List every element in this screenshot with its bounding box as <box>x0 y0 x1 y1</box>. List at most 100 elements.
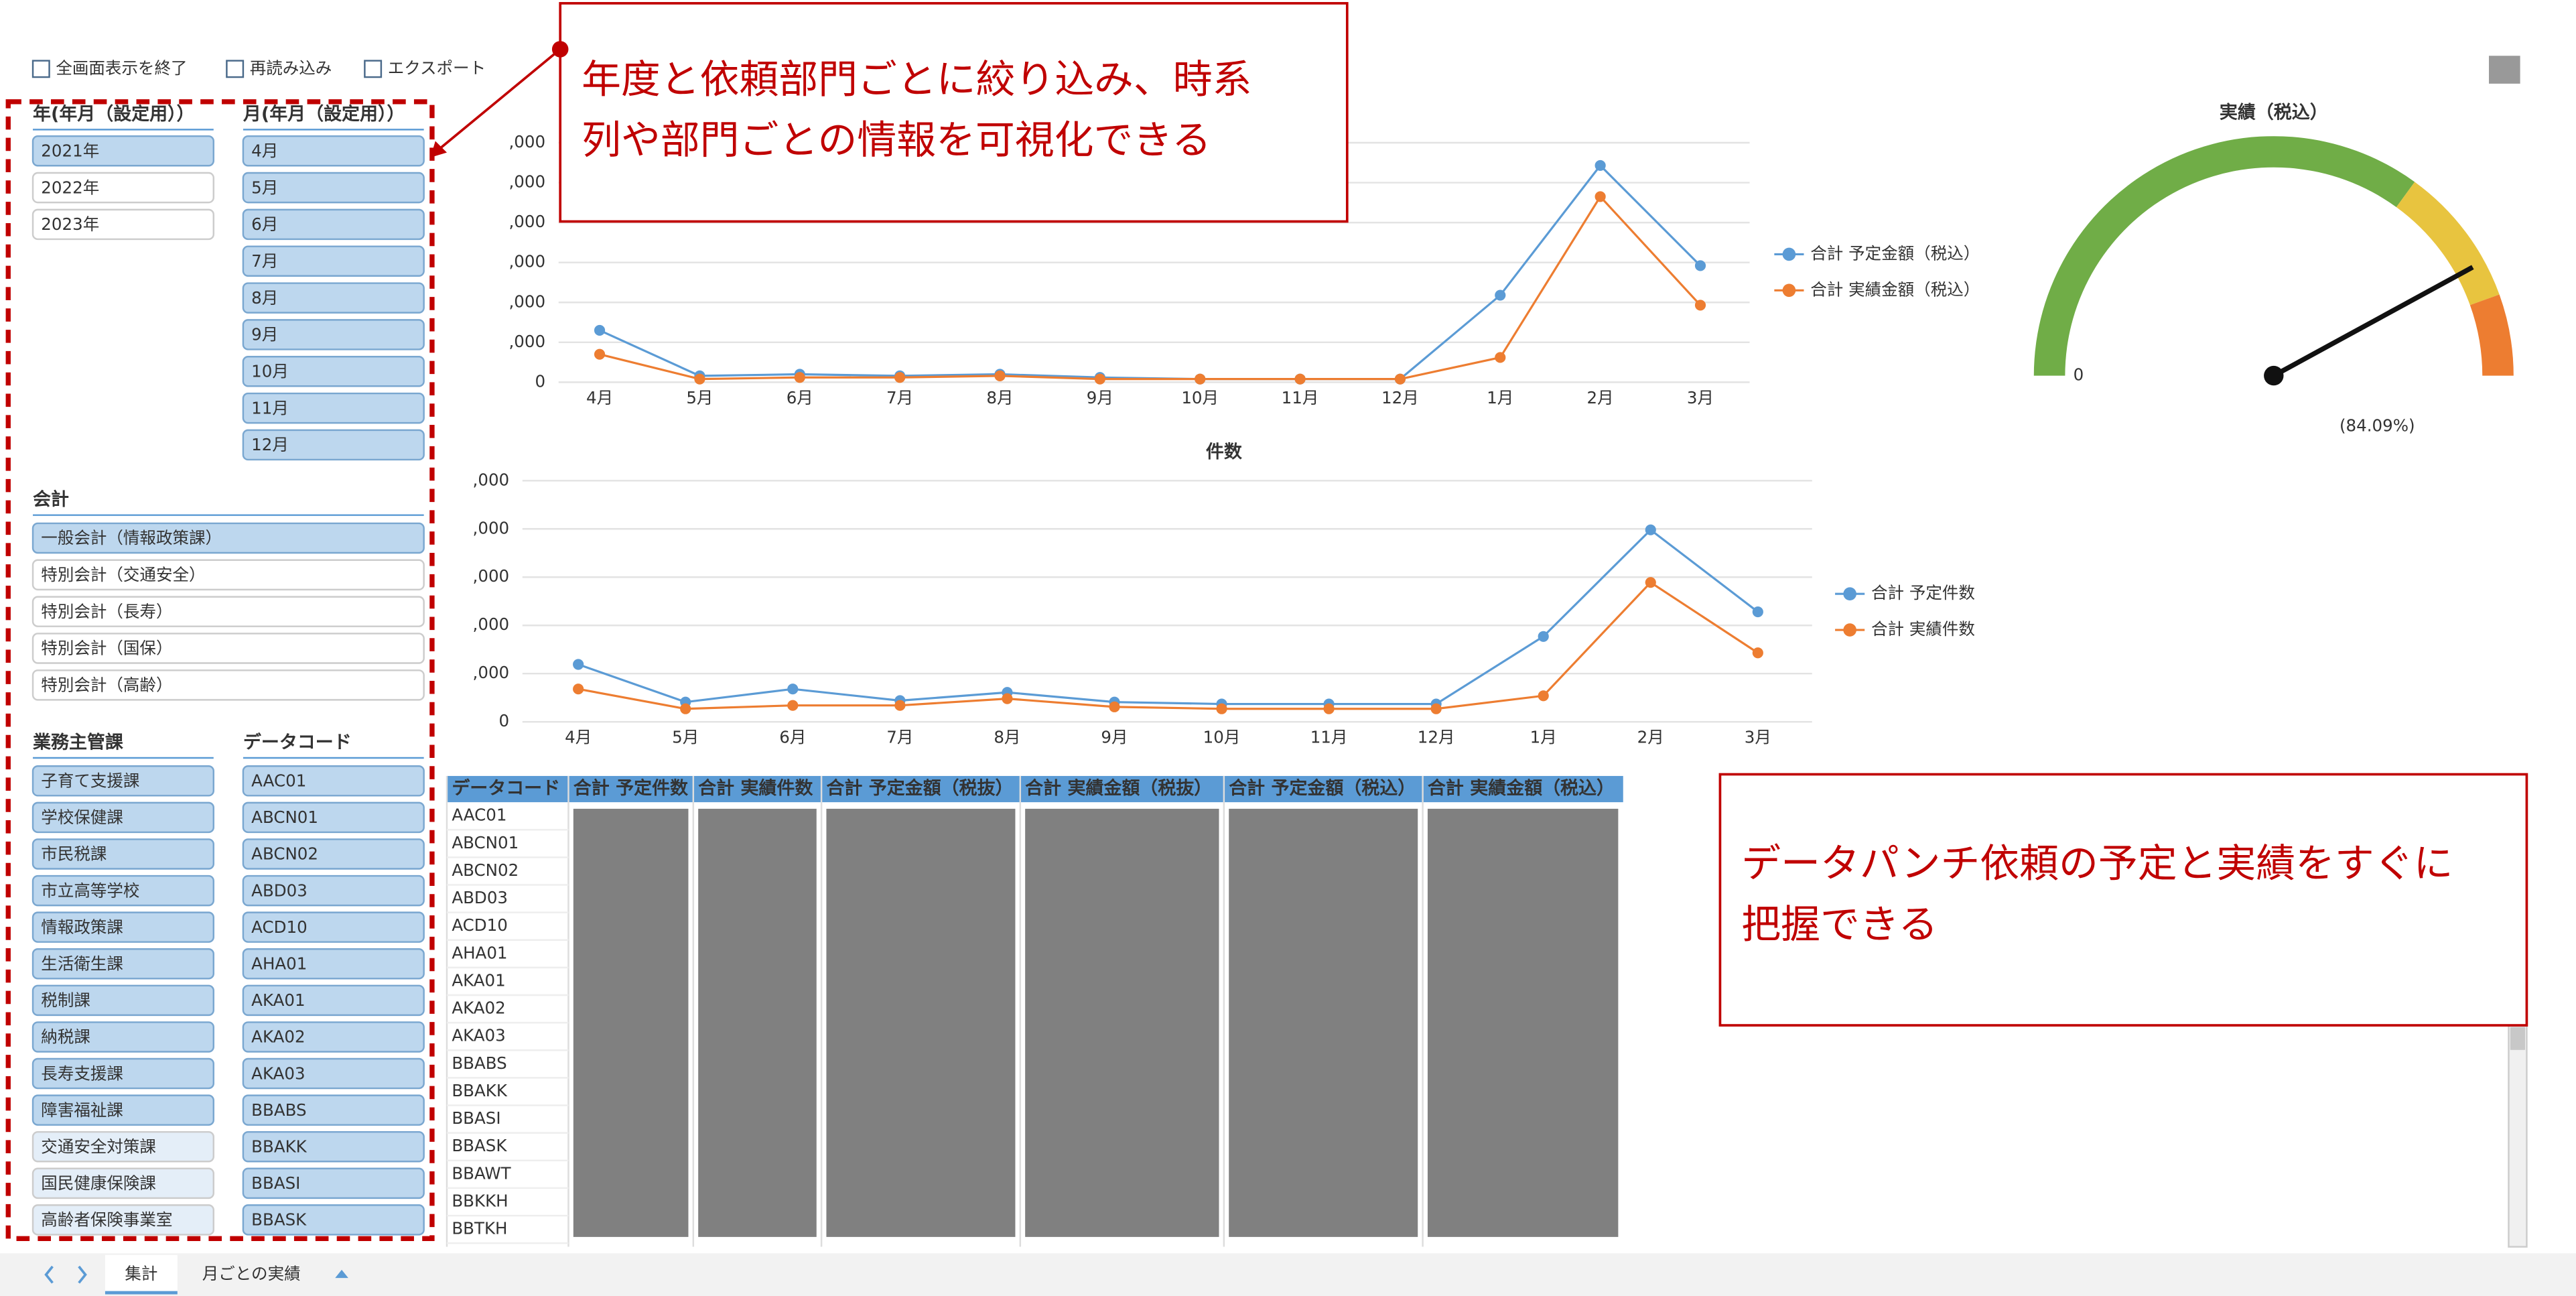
filter-item[interactable] <box>242 765 425 797</box>
filter-item[interactable] <box>31 948 215 980</box>
filter-item[interactable] <box>31 135 215 167</box>
filter-item-label[interactable]: AKA02 <box>251 1027 305 1047</box>
filter-item-label[interactable]: BBABS <box>251 1100 306 1120</box>
filter-item-label[interactable]: 子育て支援課 <box>41 771 139 791</box>
filter-item-label[interactable]: 高齢者保険事業室 <box>41 1210 172 1230</box>
tab-menu[interactable] <box>335 1269 348 1279</box>
column-header[interactable]: 合計 予定金額（税込） <box>1229 777 1416 799</box>
filter-item[interactable] <box>242 874 425 907</box>
filter-item[interactable] <box>242 135 425 167</box>
filter-item[interactable] <box>31 984 215 1017</box>
filter-item-label[interactable]: 交通安全対策課 <box>41 1137 156 1156</box>
toolbar-button[interactable]: 全画面表示を終了 <box>56 58 187 78</box>
filter-item-label[interactable]: 長寿支援課 <box>41 1063 123 1083</box>
tab-nav[interactable] <box>44 1265 87 1284</box>
filter-item-label[interactable]: 12月 <box>251 435 289 454</box>
filter-item[interactable] <box>31 765 215 797</box>
filter-item[interactable] <box>242 208 425 241</box>
filter-item-label[interactable]: 情報政策課 <box>41 917 123 937</box>
filter-item-label[interactable]: 2021年 <box>41 141 99 160</box>
toolbar-button[interactable]: エクスポート <box>388 58 486 78</box>
filter-item[interactable] <box>242 984 425 1017</box>
filter-item-label[interactable]: BBASK <box>251 1210 307 1230</box>
filter-item[interactable] <box>242 1167 425 1200</box>
filter-item-label[interactable]: 7月 <box>251 251 278 271</box>
filter-item-label[interactable]: 2023年 <box>41 214 99 234</box>
filter-item[interactable] <box>242 245 425 277</box>
filter-item[interactable] <box>242 429 425 461</box>
filter-item[interactable] <box>31 1057 215 1090</box>
filter-item[interactable] <box>31 1130 215 1163</box>
filter-item-label[interactable]: AKA01 <box>251 990 305 1010</box>
scroll-thumb[interactable] <box>2510 1027 2525 1050</box>
filter-item[interactable] <box>242 319 425 350</box>
filter-item[interactable] <box>242 1130 425 1163</box>
filter-item[interactable] <box>31 911 215 943</box>
filter-item-label[interactable]: 2022年 <box>41 178 99 197</box>
filter-item-label[interactable]: 6月 <box>251 214 278 234</box>
filter-item[interactable] <box>242 948 425 980</box>
column-header[interactable]: 合計 実績金額（税込） <box>1428 777 1615 799</box>
filter-item-label[interactable]: AAC01 <box>251 771 306 791</box>
filter-item-label[interactable]: 10月 <box>251 361 289 381</box>
filter-item-label[interactable]: ABD03 <box>251 881 308 900</box>
filter-item[interactable] <box>242 172 425 204</box>
filter-item-label[interactable]: 特別会計（長寿） <box>41 602 172 621</box>
filter-item-label[interactable]: 市民税課 <box>41 844 107 864</box>
column-header[interactable]: 合計 実績件数 <box>698 777 813 799</box>
filter-item-label[interactable]: 国民健康保険課 <box>41 1173 156 1193</box>
filter-item[interactable] <box>242 282 425 314</box>
filter-item-label[interactable]: AKA03 <box>251 1063 305 1083</box>
filter-item[interactable] <box>31 1204 215 1236</box>
filter-item[interactable] <box>31 559 425 591</box>
tab-label[interactable]: 集計 <box>125 1264 157 1283</box>
column-header[interactable]: データコード <box>452 777 560 799</box>
filter-item-label[interactable]: 特別会計（国保） <box>41 639 172 658</box>
filter-item-label[interactable]: 納税課 <box>41 1027 90 1047</box>
filter-item[interactable] <box>242 392 425 424</box>
filter-item-label[interactable]: 5月 <box>251 178 278 197</box>
filter-item-label[interactable]: 9月 <box>251 325 278 344</box>
filter-item[interactable] <box>242 355 425 387</box>
toolbar-icon[interactable] <box>226 60 245 78</box>
filter-item[interactable] <box>31 522 425 554</box>
filter-item[interactable] <box>31 1167 215 1200</box>
filter-item[interactable] <box>31 208 215 241</box>
filter-item-label[interactable]: 生活衛生課 <box>41 954 123 973</box>
filter-item-label[interactable]: ACD10 <box>251 917 308 937</box>
filter-item-label[interactable]: AHA01 <box>251 954 307 973</box>
filter-item[interactable] <box>31 874 215 907</box>
filter-item[interactable] <box>31 801 215 834</box>
filter-item[interactable] <box>31 838 215 870</box>
filter-item-label[interactable]: 市立高等学校 <box>41 881 139 900</box>
filter-item-label[interactable]: 障害福祉課 <box>41 1100 123 1120</box>
filter-item-label[interactable]: 一般会計（情報政策課） <box>41 528 222 547</box>
filter-item[interactable] <box>242 838 425 870</box>
filter-item-label[interactable]: 学校保健課 <box>41 807 123 827</box>
filter-item-label[interactable]: BBASI <box>251 1173 300 1193</box>
filter-item-label[interactable]: BBAKK <box>251 1137 308 1156</box>
toolbar-button[interactable]: 再読み込み <box>250 58 332 78</box>
filter-item-label[interactable]: ABCN02 <box>251 844 318 864</box>
filter-item[interactable] <box>242 1094 425 1126</box>
filter-item[interactable] <box>31 1094 215 1126</box>
filter-item[interactable] <box>242 1021 425 1053</box>
filter-item[interactable] <box>242 801 425 834</box>
filter-item[interactable] <box>31 633 425 664</box>
filter-item-label[interactable]: 特別会計（交通安全） <box>41 565 205 584</box>
filter-item-label[interactable]: 特別会計（高齢） <box>41 675 172 695</box>
filter-item[interactable] <box>242 1057 425 1090</box>
column-header[interactable]: 合計 予定金額（税抜） <box>826 777 1013 799</box>
column-header[interactable]: 合計 予定件数 <box>573 777 688 799</box>
filter-item-label[interactable]: 8月 <box>251 288 278 308</box>
filter-item-label[interactable]: 11月 <box>251 398 289 417</box>
filter-item-label[interactable]: 税制課 <box>41 990 90 1010</box>
column-header[interactable]: 合計 実績金額（税抜） <box>1025 777 1212 799</box>
filter-item[interactable] <box>31 669 425 701</box>
filter-item[interactable] <box>242 911 425 943</box>
filter-item[interactable] <box>242 1204 425 1236</box>
comment-button[interactable] <box>2489 56 2520 84</box>
toolbar-icon[interactable] <box>31 60 50 78</box>
toolbar-icon[interactable] <box>364 60 383 78</box>
filter-item[interactable] <box>31 596 425 627</box>
